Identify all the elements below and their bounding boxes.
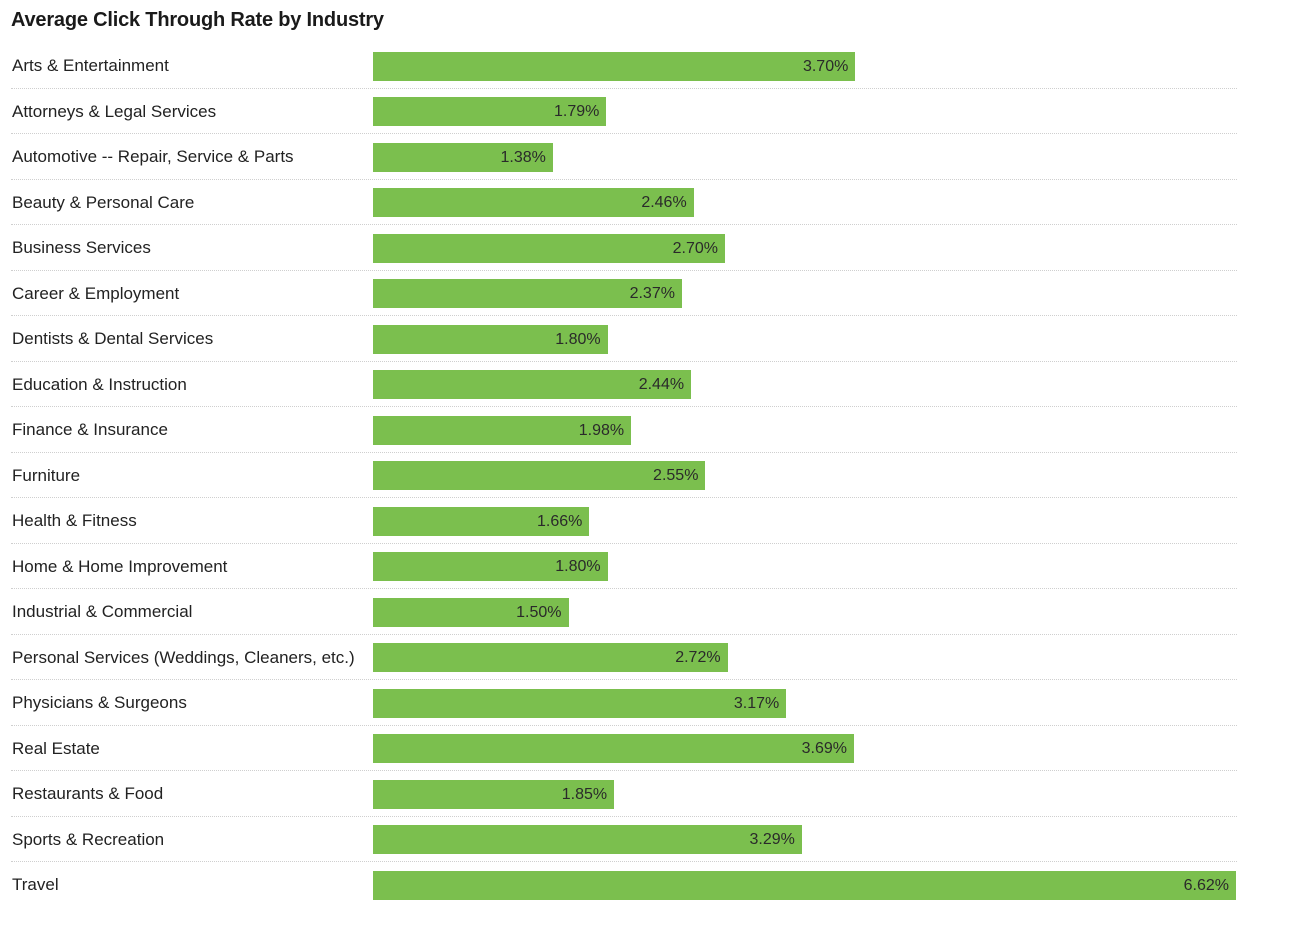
bar-value-label: 1.79%	[553, 103, 600, 120]
row-divider	[11, 315, 1237, 316]
category-label: Dentists & Dental Services	[12, 329, 214, 348]
category-label: Sports & Recreation	[12, 829, 165, 849]
chart-row: Education & Instruction 2.44%	[0, 362, 1292, 407]
row-divider	[11, 497, 1237, 498]
row-divider	[11, 770, 1237, 771]
row-divider	[11, 87, 1237, 89]
category-label: Personal Services (Weddings, Cleaners, e…	[12, 647, 355, 667]
chart-row: Physicians & Surgeons 3.17%	[0, 680, 1292, 726]
category-label: Automotive -- Repair, Service & Parts	[12, 147, 294, 166]
bar-value-label: 1.85%	[561, 785, 608, 803]
chart-row: Beauty & Personal Care 2.46%	[0, 180, 1292, 225]
bar-value-label: 3.69%	[801, 740, 848, 757]
category-label: Beauty & Personal Care	[12, 192, 195, 212]
row-divider	[11, 406, 1237, 407]
chart-row: Travel 6.62%	[0, 862, 1292, 908]
row-divider	[11, 542, 1237, 544]
bar-value-label: 1.80%	[555, 330, 601, 348]
category-label: Real Estate	[12, 738, 100, 758]
bar: 6.62%	[373, 870, 1236, 900]
row-divider	[11, 133, 1237, 134]
chart-row: Restaurants & Food 1.85%	[0, 771, 1292, 817]
bar-value-label: 1.66%	[537, 512, 583, 530]
bar: 1.80%	[373, 324, 608, 354]
bar: 1.50%	[373, 597, 569, 627]
bar-value-label: 3.70%	[802, 57, 849, 75]
bar-value-label: 2.44%	[638, 376, 685, 393]
category-label: Attorneys & Legal Services	[12, 101, 217, 121]
row-divider	[11, 360, 1237, 362]
bar-value-label: 1.38%	[500, 148, 546, 166]
category-label: Health & Fitness	[12, 511, 137, 530]
bar: 1.79%	[373, 97, 607, 126]
category-label: Education & Instruction	[12, 374, 187, 394]
category-label: Restaurants & Food	[12, 784, 164, 803]
chart-row: Automotive -- Repair, Service & Parts 1.3…	[0, 134, 1292, 180]
category-label: Furniture	[12, 465, 81, 485]
bar: 3.29%	[373, 825, 802, 854]
row-divider	[11, 451, 1237, 453]
bar-value-label: 2.46%	[641, 194, 687, 211]
row-divider	[11, 224, 1237, 225]
bar: 2.37%	[373, 279, 682, 308]
category-label: Home & Home Improvement	[12, 556, 228, 576]
chart-row: Dentists & Dental Services 1.80%	[0, 316, 1292, 362]
bar: 1.66%	[373, 506, 590, 536]
bar: 2.70%	[373, 233, 725, 263]
category-label: Physicians & Surgeons	[12, 693, 187, 712]
bar-chart: Arts & Entertainment 3.70% Attorneys & Leg…	[0, 43, 1292, 908]
bar-value-label: 6.62%	[1183, 876, 1229, 894]
category-label: Arts & Entertainment	[12, 56, 169, 75]
row-divider	[11, 588, 1237, 589]
bar: 2.46%	[373, 188, 694, 217]
bar-value-label: 1.98%	[578, 421, 625, 439]
chart-row: Real Estate 3.69%	[0, 726, 1292, 771]
bar-value-label: 2.37%	[629, 285, 675, 302]
chart-row: Furniture 2.55%	[0, 453, 1292, 498]
bar: 3.17%	[373, 688, 787, 718]
row-divider	[11, 633, 1237, 635]
bar: 1.85%	[373, 779, 615, 809]
category-label: Business Services	[12, 238, 151, 257]
bar: 3.70%	[373, 51, 856, 81]
bar-value-label: 2.72%	[675, 649, 721, 666]
chart-row: Sports & Recreation 3.29%	[0, 817, 1292, 862]
category-label: Career & Employment	[12, 283, 180, 303]
chart-row: Finance & Insurance 1.98%	[0, 407, 1292, 453]
row-divider	[11, 724, 1237, 726]
bar: 1.98%	[373, 415, 632, 445]
bar: 2.72%	[373, 643, 728, 672]
bar-value-label: 3.17%	[733, 694, 780, 712]
row-divider	[11, 679, 1237, 680]
chart-row: Industrial & Commercial 1.50%	[0, 589, 1292, 635]
bar-value-label: 1.50%	[516, 603, 562, 621]
bar-value-label: 1.80%	[555, 558, 601, 575]
chart-row: Personal Services (Weddings, Cleaners, e…	[0, 635, 1292, 680]
chart-row: Career & Employment 2.37%	[0, 271, 1292, 316]
chart-title: Average Click Through Rate by Industry	[11, 9, 384, 31]
chart-row: Arts & Entertainment 3.70%	[0, 43, 1292, 89]
bar: 2.44%	[373, 370, 692, 399]
bar: 1.38%	[373, 142, 553, 172]
bar-value-label: 3.29%	[749, 831, 795, 848]
chart-row: Attorneys & Legal Services 1.79%	[0, 89, 1292, 134]
row-divider	[11, 269, 1237, 271]
category-label: Industrial & Commercial	[12, 602, 193, 621]
bar-value-label: 2.55%	[653, 467, 699, 484]
bar: 2.55%	[373, 461, 706, 490]
row-divider	[11, 178, 1237, 180]
bar: 1.80%	[373, 552, 608, 581]
bar: 3.69%	[373, 734, 855, 763]
bar-value-label: 2.70%	[672, 239, 718, 257]
category-label: Finance & Insurance	[12, 420, 168, 439]
chart-row: Health & Fitness 1.66%	[0, 498, 1292, 544]
chart-row: Home & Home Improvement 1.80%	[0, 544, 1292, 589]
chart-row: Business Services 2.70%	[0, 225, 1292, 271]
row-divider	[11, 861, 1237, 862]
category-label: Travel	[12, 875, 59, 894]
row-divider	[11, 815, 1237, 817]
